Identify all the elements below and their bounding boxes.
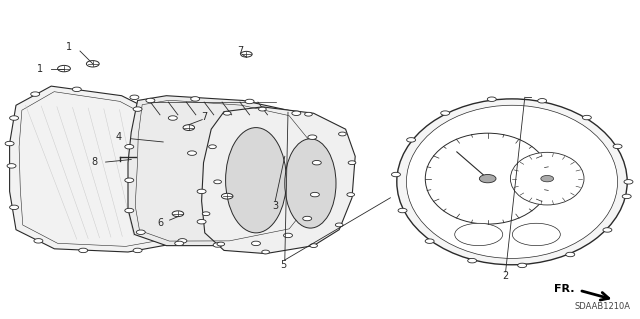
Ellipse shape [397,99,627,265]
Circle shape [197,189,206,194]
Polygon shape [128,96,320,246]
Circle shape [252,241,260,246]
Ellipse shape [406,105,618,258]
Circle shape [310,192,319,197]
Circle shape [221,193,233,199]
Circle shape [538,99,547,103]
Text: 7: 7 [202,112,208,122]
Circle shape [603,228,612,232]
Ellipse shape [425,133,550,224]
Circle shape [58,65,70,72]
Circle shape [284,233,292,238]
Text: SDAAB1210A: SDAAB1210A [575,302,630,311]
Ellipse shape [511,152,584,205]
Circle shape [566,252,575,257]
Text: 4: 4 [115,132,122,142]
Circle shape [197,219,206,224]
Circle shape [168,116,177,120]
Text: 1: 1 [36,63,43,74]
Circle shape [125,145,134,149]
Text: 5: 5 [280,260,287,270]
Text: 7: 7 [237,46,243,56]
Circle shape [613,144,622,149]
Circle shape [624,180,633,184]
Circle shape [310,244,317,248]
Circle shape [347,193,355,197]
Circle shape [79,248,88,253]
Text: FR.: FR. [554,284,575,294]
Circle shape [191,97,200,101]
Circle shape [487,97,496,101]
Circle shape [241,51,252,57]
Ellipse shape [455,223,503,246]
Circle shape [335,223,343,227]
Circle shape [213,243,222,247]
Circle shape [305,112,312,116]
Circle shape [5,141,14,146]
Circle shape [133,248,142,253]
Circle shape [582,115,591,120]
Circle shape [406,138,415,142]
Circle shape [188,151,196,155]
Text: 8: 8 [92,157,98,167]
Circle shape [303,216,312,221]
Circle shape [262,250,269,254]
Polygon shape [202,107,355,254]
Circle shape [175,241,184,246]
Circle shape [308,135,317,139]
Circle shape [136,230,145,234]
Circle shape [622,194,631,199]
Circle shape [172,211,184,217]
Circle shape [10,116,19,120]
Circle shape [541,175,554,182]
Circle shape [130,95,139,100]
Circle shape [209,145,216,149]
Circle shape [125,178,134,182]
Circle shape [10,205,19,210]
Circle shape [441,111,450,115]
Circle shape [133,107,142,111]
Circle shape [223,111,231,115]
Polygon shape [10,86,205,252]
Circle shape [183,125,195,130]
Circle shape [31,92,40,96]
Circle shape [146,98,155,103]
Text: 6: 6 [157,218,163,228]
Circle shape [7,164,16,168]
Circle shape [125,208,134,213]
Circle shape [292,111,301,115]
Circle shape [217,242,225,246]
Circle shape [425,239,434,243]
Text: 3: 3 [272,201,278,211]
Text: 1: 1 [66,42,72,52]
Circle shape [339,132,346,136]
Ellipse shape [512,223,561,246]
Circle shape [479,174,496,183]
Circle shape [518,263,527,268]
Text: 2: 2 [502,271,509,281]
Circle shape [392,172,401,177]
Circle shape [34,239,43,243]
Circle shape [202,212,210,216]
Circle shape [178,239,187,243]
Circle shape [348,161,356,165]
Circle shape [245,99,254,104]
Circle shape [72,87,81,92]
Circle shape [398,208,407,213]
Circle shape [86,61,99,67]
Circle shape [468,258,477,263]
Circle shape [312,160,321,165]
Ellipse shape [285,139,336,228]
Circle shape [214,180,221,184]
Circle shape [259,107,266,111]
Ellipse shape [226,128,287,233]
